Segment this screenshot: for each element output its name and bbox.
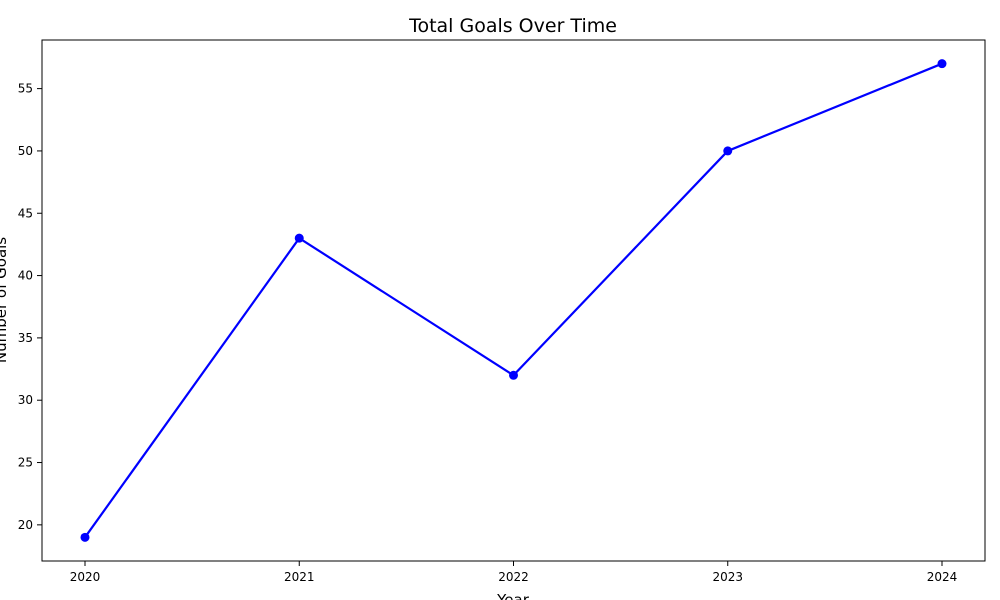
data-point	[509, 370, 518, 380]
data-point	[294, 233, 304, 243]
y-tick-label: 45	[18, 206, 33, 220]
x-tick-label: 2022	[498, 570, 529, 584]
data-point	[80, 532, 90, 542]
y-tick-label: 35	[18, 331, 33, 345]
x-axis-label: Year	[496, 591, 530, 600]
x-tick-label: 2020	[70, 570, 101, 584]
chart-title: Total Goals Over Time	[408, 15, 617, 37]
y-tick-label: 50	[18, 144, 33, 158]
series-layer	[80, 59, 947, 542]
y-axis-label: Number of Goals	[0, 237, 10, 363]
y-tick-label: 30	[18, 393, 33, 407]
y-tick-label: 20	[18, 518, 33, 532]
y-tick-label: 55	[18, 82, 33, 96]
plot-frame	[41, 39, 986, 562]
series-line	[84, 62, 943, 538]
data-point	[723, 146, 733, 156]
x-tick-label: 2023	[712, 570, 743, 584]
data-point	[937, 59, 947, 69]
y-tick-label: 25	[18, 456, 33, 470]
x-tick-label: 2021	[284, 570, 315, 584]
x-axis-ticks: 2020 2021 2022 2023 2024	[70, 561, 958, 584]
y-axis-ticks: 20 25 30 35 40 45 50 55	[18, 82, 42, 532]
x-tick-label: 2024	[927, 570, 958, 584]
y-tick-label: 40	[18, 269, 33, 283]
